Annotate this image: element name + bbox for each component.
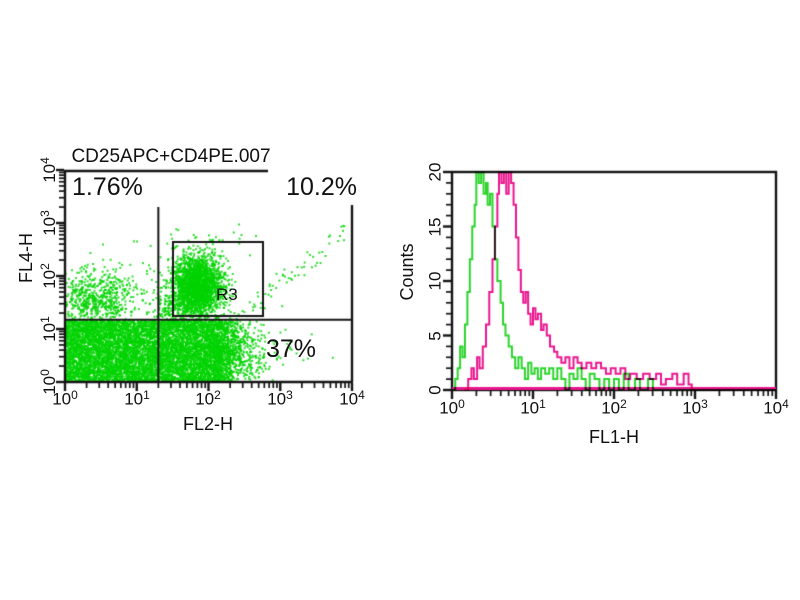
dot-plot-xtick-1: 100 (52, 388, 78, 409)
dot-plot-ytick-4: 103 (38, 210, 59, 236)
dot-plot-xtick-4: 103 (267, 388, 293, 409)
gate-r3-label: R3 (216, 285, 238, 304)
histogram-xtick-4: 103 (682, 397, 708, 418)
dot-plot-title: CD25APC+CD4PE.007 (71, 146, 271, 167)
histogram-ytick-5: 5 (425, 331, 445, 341)
dot-plot-ytick-5: 104 (38, 157, 59, 183)
histogram-ylabel: Counts (397, 243, 417, 301)
histogram-ytick-20: 20 (425, 162, 445, 182)
quadrant-label-lower-right: 37% (266, 335, 317, 363)
dot-plot-ytick-3: 102 (38, 263, 59, 289)
dot-plot-xlabel: FL2-H (182, 414, 233, 434)
histogram-xtick-5: 104 (763, 397, 789, 418)
histogram-xtick-1: 100 (439, 397, 465, 418)
dot-plot-ylabel: FL4-H (16, 232, 36, 284)
dot-plot-xtick-5: 104 (339, 388, 365, 409)
histogram-ytick-10: 10 (425, 271, 445, 291)
histogram-ytick-15: 15 (425, 217, 445, 237)
histogram-xlabel: FL1-H (588, 427, 639, 447)
histogram-xtick-2: 101 (520, 397, 546, 418)
quadrant-label-upper-right: 10.2% (286, 173, 357, 201)
dot-plot-xtick-3: 102 (195, 388, 221, 409)
histogram-xtick-3: 102 (601, 397, 627, 418)
histogram-ytick-0: 0 (425, 385, 445, 395)
dot-plot-ytick-2: 101 (38, 316, 59, 342)
quadrant-label-upper-left: 1.76% (72, 173, 143, 201)
dot-plot-ytick-1: 100 (38, 369, 59, 395)
dot-plot-xtick-2: 101 (124, 388, 150, 409)
